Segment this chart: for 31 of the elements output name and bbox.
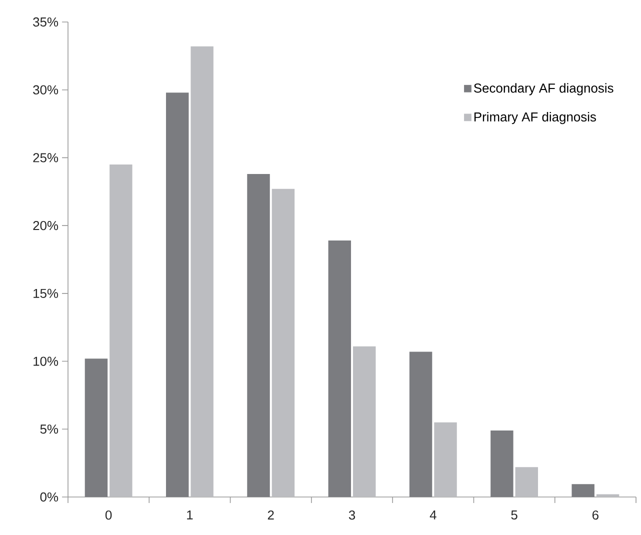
bar (190, 46, 214, 497)
y-tick-label: 30% (33, 85, 58, 94)
bar (515, 467, 538, 497)
bar (272, 188, 295, 497)
x-tick-label: 6 (592, 510, 598, 520)
legend-label: Primary AF diagnosis (474, 112, 596, 124)
bar (166, 92, 189, 497)
bar (490, 430, 514, 497)
legend-label: Secondary AF diagnosis (474, 83, 614, 96)
bar (434, 422, 457, 497)
x-tick-label: 4 (430, 510, 436, 520)
bar (328, 240, 352, 497)
y-tick-label: 25% (33, 153, 58, 162)
bar (110, 164, 132, 497)
x-tick-label: 0 (105, 510, 112, 520)
bar (84, 358, 108, 497)
y-tick-label: 20% (33, 220, 58, 230)
y-tick-label: 5% (40, 424, 58, 434)
y-tick-label: 35% (33, 17, 58, 27)
x-tick-label: 3 (348, 510, 356, 520)
y-tick-label: 15% (34, 288, 58, 298)
y-tick-label: 0% (40, 492, 58, 502)
x-tick-label: 1 (187, 510, 193, 520)
bar (247, 174, 270, 497)
bar (409, 352, 432, 497)
bar (353, 346, 376, 497)
x-tick-label: 5 (511, 510, 518, 520)
x-tick-label: 2 (268, 510, 274, 520)
bar (572, 484, 594, 497)
y-tick-label: 10% (34, 356, 58, 366)
bar (596, 494, 620, 497)
